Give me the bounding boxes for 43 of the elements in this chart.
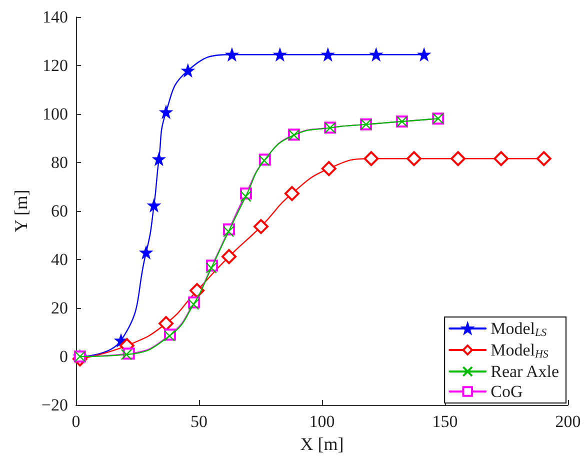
y-tick-label: 40 — [51, 250, 68, 269]
x-tick-label: 200 — [555, 412, 581, 431]
point — [152, 153, 165, 166]
point — [120, 348, 132, 360]
y-tick-label: 80 — [51, 153, 68, 172]
point — [536, 151, 552, 166]
point — [284, 186, 300, 202]
x-axis-title: X [m] — [300, 434, 344, 454]
legend-label: CoG — [490, 382, 523, 401]
point — [322, 48, 334, 61]
point — [240, 190, 252, 202]
point — [160, 106, 172, 118]
y-tick-label: −20 — [41, 396, 68, 414]
y-tick-label: 140 — [42, 8, 68, 26]
y-tick-label: 60 — [51, 202, 68, 220]
point — [222, 226, 234, 238]
point — [140, 246, 152, 259]
point — [494, 151, 509, 166]
legend-label: Rear Axle — [490, 362, 560, 381]
point — [450, 151, 466, 166]
point — [182, 64, 194, 77]
point — [406, 151, 422, 166]
x-tick-label: 0 — [72, 412, 80, 431]
point — [158, 316, 174, 332]
x-tick-label: 100 — [309, 412, 335, 431]
point — [364, 151, 379, 166]
x-tick-label: 50 — [190, 412, 208, 431]
point — [188, 298, 200, 310]
point — [148, 199, 160, 212]
point — [222, 249, 237, 264]
point — [226, 48, 238, 61]
y-tick-label: 120 — [42, 56, 68, 75]
point — [418, 48, 430, 61]
point — [206, 262, 217, 274]
y-tick-label: 0 — [60, 347, 68, 366]
x-tick-label: 150 — [432, 412, 458, 431]
point — [274, 48, 286, 61]
y-tick-label: 100 — [42, 104, 68, 124]
y-tick-label: 20 — [51, 298, 68, 318]
point — [321, 161, 336, 176]
point — [370, 48, 382, 61]
y-axis-title: Y [m] — [11, 190, 31, 232]
point — [253, 219, 268, 234]
